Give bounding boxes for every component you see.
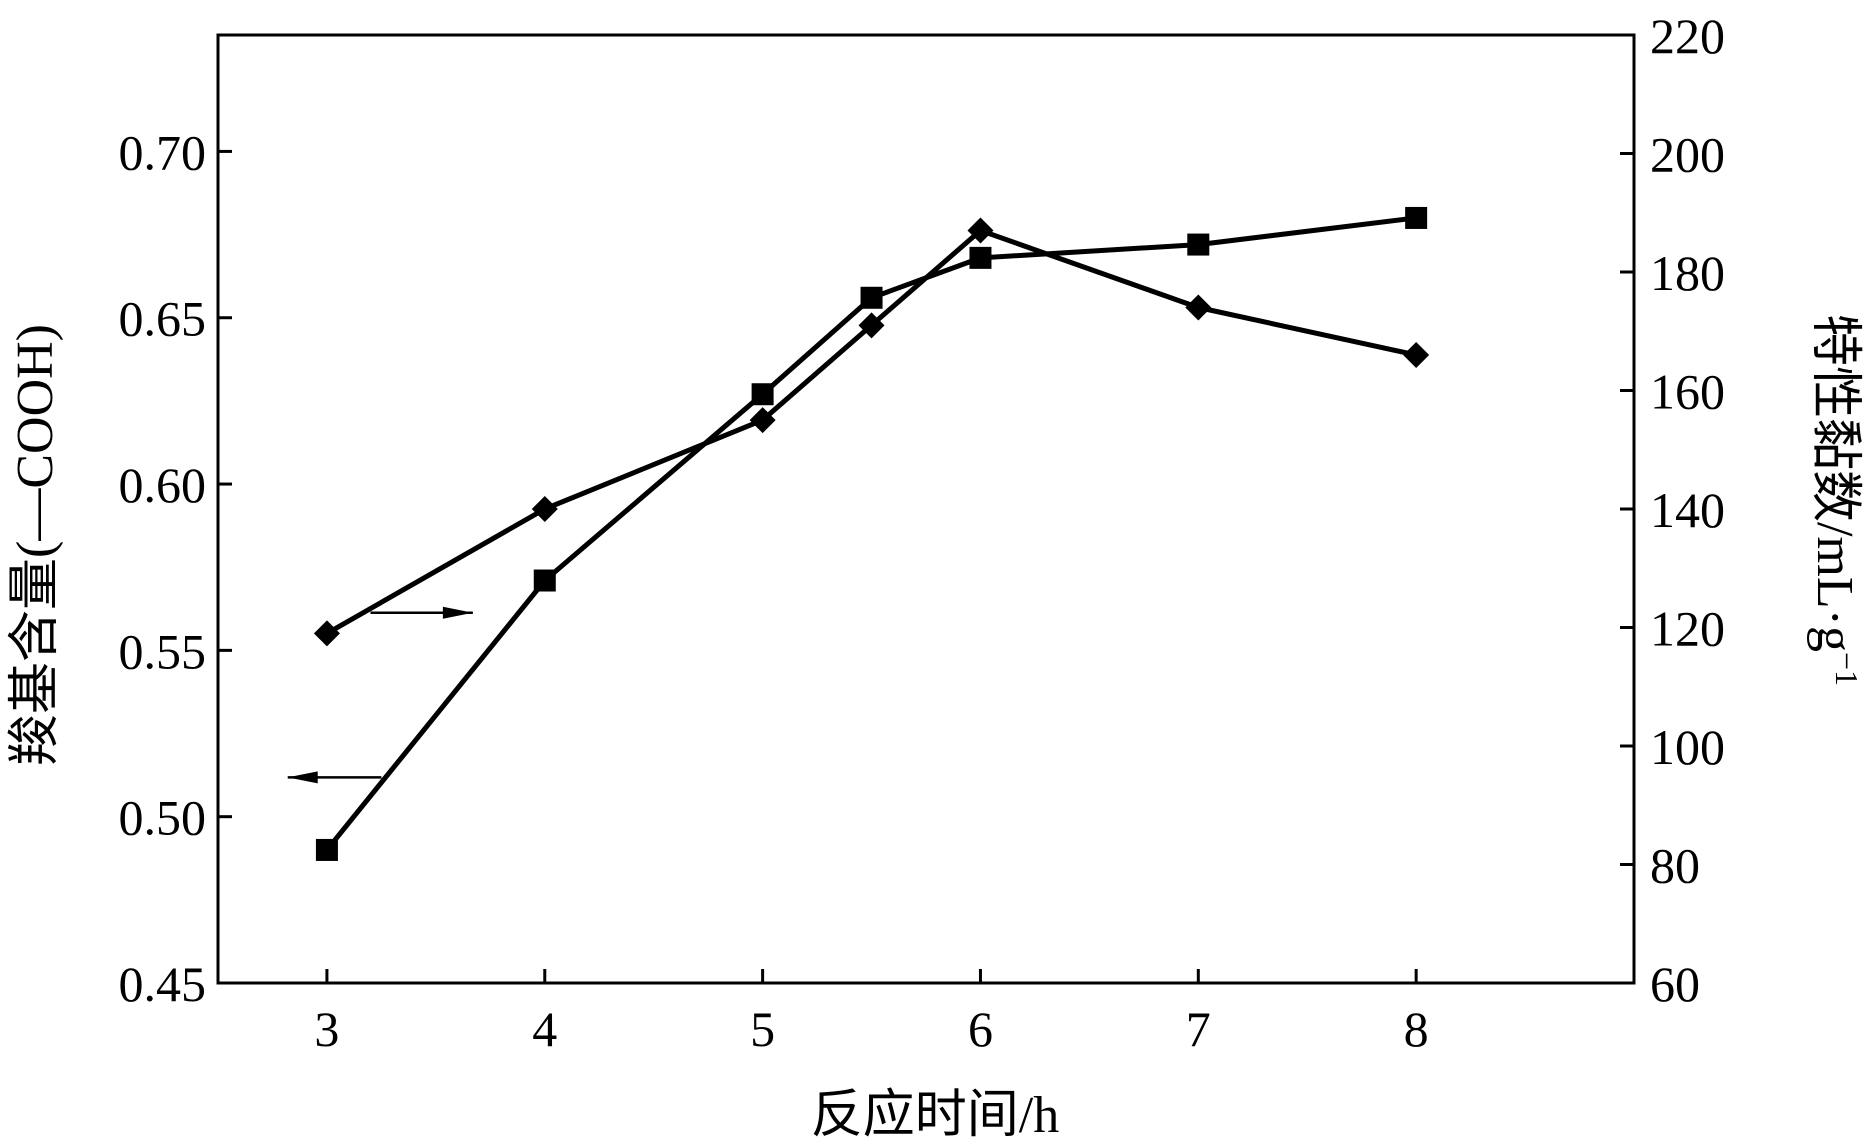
y-axis-right-title-main: 特性黏数/mL·g (1806, 314, 1863, 652)
x-tick-label: 7 (1186, 1001, 1211, 1057)
square-marker (315, 838, 338, 861)
y-right-tick-label: 160 (1650, 364, 1725, 420)
plot-border (216, 33, 1636, 985)
y-left-tick-label: 0.60 (119, 457, 207, 513)
y-left-tick-label: 0.55 (119, 623, 207, 679)
square-marker (1405, 206, 1428, 229)
diamond-marker (313, 620, 340, 647)
diamond-marker (1403, 341, 1430, 368)
square-marker (533, 569, 556, 592)
series-square (315, 206, 1428, 861)
y-right-tick-label: 100 (1650, 719, 1725, 775)
y-right-tick-label: 140 (1650, 482, 1725, 538)
arrow-head (442, 606, 473, 619)
diamond-marker (531, 496, 558, 522)
square-marker (751, 383, 774, 406)
y-right-tick-label: 120 (1650, 601, 1725, 657)
x-axis-title: 反应时间/h (811, 1087, 1059, 1144)
square-marker (1187, 233, 1210, 256)
x-tick-label: 6 (968, 1001, 993, 1057)
y-left-tick-label: 0.50 (119, 790, 207, 846)
diamond-marker (967, 217, 994, 244)
y-axis-right-title-superscript: −1 (1829, 652, 1865, 686)
arrow-head (287, 771, 318, 784)
y-right-tick-label: 60 (1650, 956, 1700, 1012)
x-tick-label: 5 (750, 1001, 775, 1057)
x-tick-label: 8 (1404, 1001, 1429, 1057)
diamond-marker (749, 407, 776, 434)
x-tick-label: 4 (532, 1001, 557, 1057)
y-left-tick-label: 0.45 (119, 956, 207, 1012)
y-axis-right: 60 80 100 120 140 160 180 200 220 (1620, 8, 1725, 1012)
series-diamond (313, 217, 1430, 647)
diamond-marker (858, 312, 885, 339)
y-right-tick-label: 220 (1650, 8, 1725, 64)
annotation-layer (287, 606, 473, 784)
arrow-left (287, 771, 382, 784)
y-axis-left-title: 羧基含量(—COOH) (7, 324, 64, 766)
y-right-tick-label: 180 (1650, 245, 1725, 301)
y-axis-left: 0.45 0.50 0.55 0.60 0.65 0.70 (119, 124, 232, 1012)
y-axis-right-title: 特性黏数/mL·g−1 (1806, 314, 1865, 686)
y-right-tick-label: 80 (1650, 838, 1700, 894)
y-left-tick-label: 0.65 (119, 291, 207, 347)
arrow-right (370, 606, 473, 619)
x-axis: 3 4 5 6 7 8 (314, 969, 1429, 1057)
square-marker (860, 286, 883, 309)
x-tick-label: 3 (314, 1001, 339, 1057)
plot-frame (216, 33, 1636, 985)
y-left-tick-label: 0.70 (119, 124, 207, 180)
series-layer (313, 206, 1430, 861)
diamond-marker (1185, 294, 1212, 321)
square-marker (969, 246, 992, 269)
y-right-tick-label: 200 (1650, 127, 1725, 183)
